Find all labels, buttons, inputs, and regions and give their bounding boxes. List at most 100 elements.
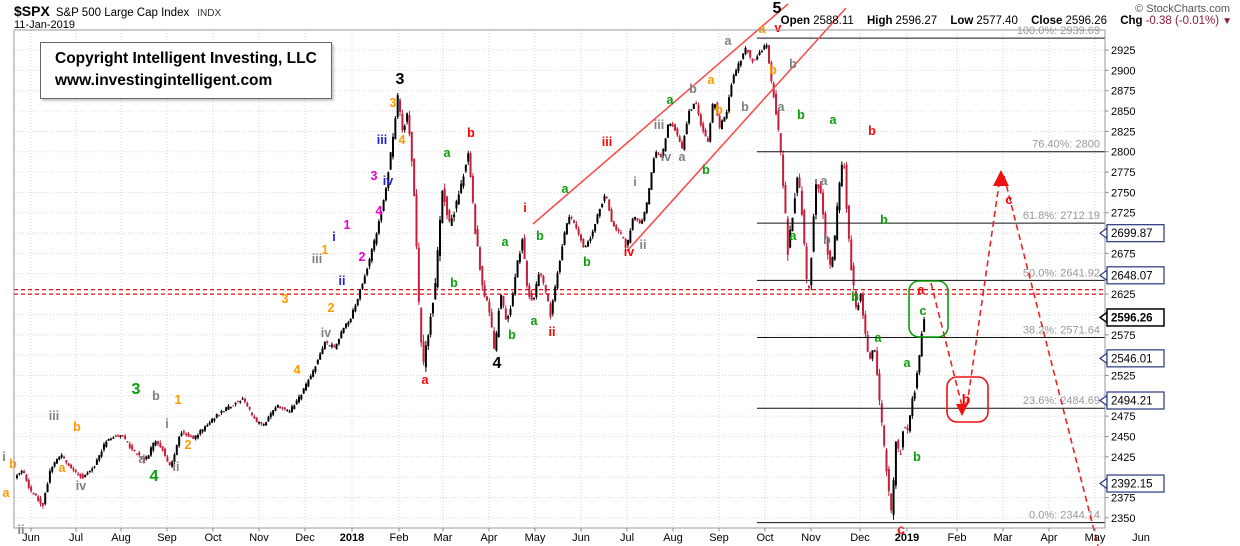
- svg-text:ii: ii: [640, 238, 647, 252]
- x-axis: Jun Jul Aug Sep Oct Nov Dec 2018 Feb Mar Apr May Jun…: [22, 528, 1150, 544]
- svg-text:Apr: Apr: [1040, 532, 1057, 544]
- symbol: $SPX: [14, 3, 50, 19]
- quote-line: Open 2588.11 High 2596.27 Low 2577.40 Close…: [771, 15, 1232, 27]
- svg-text:2: 2: [328, 301, 335, 315]
- svg-text:Aug: Aug: [111, 532, 131, 544]
- projection-path: [930, 170, 1099, 546]
- svg-text:a: a: [422, 373, 430, 387]
- svg-text:2392.15: 2392.15: [1111, 479, 1153, 491]
- svg-text:3: 3: [396, 71, 405, 88]
- svg-text:4: 4: [399, 133, 406, 147]
- svg-text:a: a: [444, 146, 452, 160]
- svg-text:2750: 2750: [1111, 187, 1135, 199]
- svg-text:Nov: Nov: [249, 532, 269, 544]
- svg-text:2450: 2450: [1111, 431, 1135, 443]
- svg-text:a: a: [725, 34, 733, 48]
- svg-text:4: 4: [376, 204, 383, 218]
- svg-text:i: i: [633, 175, 636, 189]
- svg-text:2699.87: 2699.87: [1111, 228, 1153, 240]
- svg-text:2: 2: [359, 250, 366, 264]
- support-zone-lines: [14, 288, 1105, 295]
- svg-text:iii: iii: [49, 409, 59, 423]
- svg-text:a: a: [918, 283, 926, 297]
- svg-text:c: c: [897, 521, 905, 537]
- svg-text:2850: 2850: [1111, 106, 1135, 118]
- svg-text:i: i: [332, 230, 335, 244]
- svg-text:iii: iii: [312, 252, 322, 266]
- svg-text:Jun: Jun: [1132, 532, 1150, 544]
- svg-text:2625: 2625: [1111, 289, 1135, 301]
- index-name: S&P 500 Large Cap Index: [55, 7, 190, 19]
- svg-text:4: 4: [294, 363, 301, 377]
- svg-text:b: b: [702, 163, 710, 177]
- svg-text:38.2%: 2571.64: 38.2%: 2571.64: [1023, 325, 1100, 337]
- svg-text:May: May: [1085, 532, 1106, 544]
- svg-text:b: b: [715, 103, 723, 117]
- svg-text:a: a: [830, 113, 838, 127]
- copyright-line1: Copyright Intelligent Investing, LLC: [55, 50, 317, 67]
- svg-text:ii: ii: [18, 523, 25, 537]
- svg-text:Jul: Jul: [69, 532, 83, 544]
- svg-text:2494.21: 2494.21: [1111, 396, 1153, 408]
- stockcharts-credit: © StockCharts.com: [1135, 3, 1230, 15]
- open-label: Open: [780, 15, 811, 27]
- svg-text:i: i: [2, 450, 5, 464]
- svg-text:b: b: [583, 255, 591, 269]
- svg-text:2596.26: 2596.26: [1111, 312, 1153, 324]
- high-value: 2596.27: [895, 15, 938, 27]
- svg-text:b: b: [797, 108, 805, 122]
- svg-text:a: a: [59, 461, 67, 475]
- svg-text:2775: 2775: [1111, 167, 1135, 179]
- svg-text:iv: iv: [321, 326, 331, 340]
- svg-text:4: 4: [150, 468, 159, 485]
- svg-text:c: c: [1005, 192, 1012, 207]
- svg-text:iii: iii: [602, 135, 612, 149]
- svg-text:2525: 2525: [1111, 370, 1135, 382]
- svg-text:ii: ii: [339, 274, 346, 288]
- candlestick-series: [16, 43, 926, 520]
- svg-text:2825: 2825: [1111, 126, 1135, 138]
- svg-text:b: b: [880, 213, 888, 227]
- svg-text:2648.07: 2648.07: [1111, 270, 1153, 282]
- svg-text:2350: 2350: [1111, 513, 1135, 525]
- svg-text:May: May: [525, 532, 546, 544]
- svg-text:Dec: Dec: [850, 532, 870, 544]
- svg-text:2375: 2375: [1111, 492, 1135, 504]
- svg-text:3: 3: [282, 292, 289, 306]
- open-value: 2588.11: [813, 15, 854, 27]
- svg-text:3: 3: [390, 96, 397, 110]
- svg-text:ii: ii: [173, 460, 180, 474]
- svg-text:Aug: Aug: [663, 532, 683, 544]
- svg-text:Apr: Apr: [480, 532, 497, 544]
- svg-text:2018: 2018: [340, 532, 364, 544]
- svg-text:61.8%: 2712.19: 61.8%: 2712.19: [1023, 210, 1100, 222]
- annotation-boxes: [908, 280, 989, 423]
- low-value: 2577.40: [976, 15, 1018, 27]
- svg-text:b: b: [962, 391, 971, 407]
- svg-text:b: b: [769, 63, 777, 77]
- low-label: Low: [950, 15, 974, 27]
- svg-text:b: b: [913, 450, 921, 464]
- svg-text:2675: 2675: [1111, 248, 1135, 260]
- svg-text:2019: 2019: [895, 532, 919, 544]
- svg-text:Oct: Oct: [756, 532, 773, 544]
- svg-text:b: b: [536, 229, 544, 243]
- svg-text:b: b: [868, 124, 876, 138]
- svg-text:3: 3: [371, 169, 378, 183]
- svg-text:a: a: [759, 22, 767, 36]
- svg-text:2475: 2475: [1111, 411, 1135, 423]
- svg-text:a: a: [667, 93, 675, 107]
- svg-text:1: 1: [322, 243, 329, 257]
- svg-text:a: a: [904, 356, 912, 370]
- svg-text:i: i: [523, 201, 526, 215]
- svg-text:b: b: [823, 233, 831, 247]
- svg-text:ii: ii: [549, 325, 556, 339]
- svg-text:Mar: Mar: [994, 532, 1013, 544]
- svg-text:b: b: [689, 82, 697, 96]
- svg-text:a: a: [502, 235, 510, 249]
- svg-text:2725: 2725: [1111, 208, 1135, 220]
- svg-text:iii: iii: [654, 118, 664, 132]
- svg-text:0.0%: 2344.14: 0.0%: 2344.14: [1029, 510, 1100, 522]
